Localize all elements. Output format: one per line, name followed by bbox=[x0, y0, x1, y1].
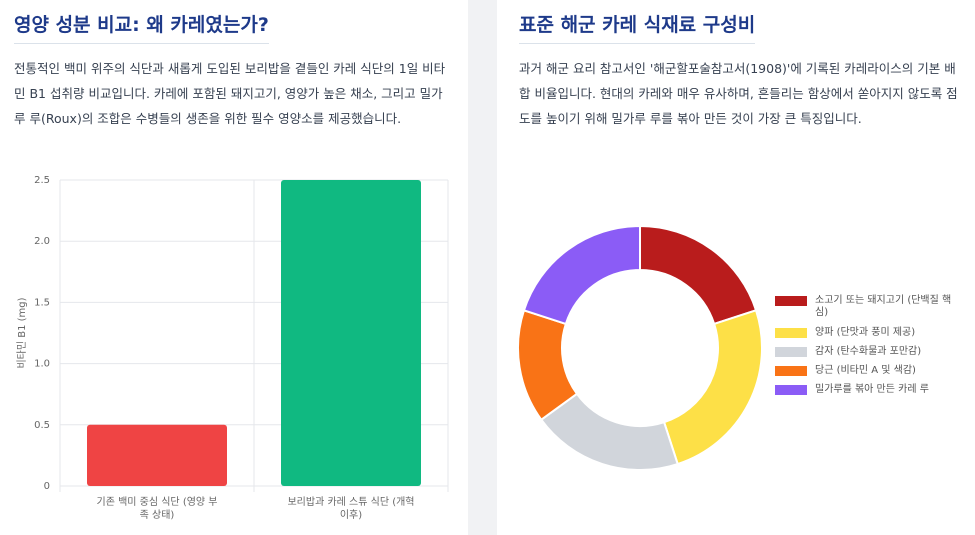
legend-label: 소고기 또는 돼지고기 (단백질 핵심) bbox=[815, 295, 952, 318]
y-tick-label: 0 bbox=[44, 481, 50, 492]
bar bbox=[87, 424, 227, 486]
panel-title: 영양 성분 비교: 왜 카레였는가? bbox=[14, 10, 269, 44]
y-tick-label: 2.5 bbox=[34, 175, 50, 186]
legend-swatch bbox=[775, 328, 807, 338]
doughnut-slice bbox=[662, 309, 763, 466]
legend-label: 밀가루를 볶아 만든 카레 루 bbox=[815, 384, 929, 395]
y-tick-label: 1.0 bbox=[34, 359, 50, 370]
legend-swatch bbox=[775, 385, 807, 395]
legend-label: 감자 (탄수화물과 포만감) bbox=[815, 346, 922, 357]
panel-title: 표준 해군 카레 식재료 구성비 bbox=[519, 10, 756, 44]
legend-label: 당근 (비타민 A 및 색감) bbox=[815, 365, 916, 376]
panel: 표준 해군 카레 식재료 구성비 과거 해군 요리 참고서인 '해군할포술참고서… bbox=[497, 0, 975, 535]
panel-description: 전통적인 백미 위주의 식단과 새롭게 도입된 보리밥을 곁들인 카레 식단의 … bbox=[14, 61, 446, 126]
y-tick-label: 2.0 bbox=[34, 236, 50, 247]
doughnut-slice bbox=[639, 224, 758, 326]
x-tick-label: 보리밥과 카레 스튜 식단 (개혁 이후) bbox=[287, 497, 415, 521]
y-tick-label: 1.5 bbox=[34, 297, 50, 308]
x-tick-label: 기존 백미 중심 식단 (영양 부족 상태) bbox=[96, 497, 218, 521]
panel-description: 과거 해군 요리 참고서인 '해군할포술참고서(1908)'에 기록된 카레라이… bbox=[519, 61, 958, 126]
legend-swatch bbox=[775, 296, 807, 306]
legend-swatch bbox=[775, 366, 807, 376]
chart bbox=[517, 224, 763, 471]
legend-label: 양파 (단맛과 풍미 제공) bbox=[815, 327, 916, 338]
panel: 영양 성분 비교: 왜 카레였는가? 전통적인 백미 위주의 식단과 새롭게 도… bbox=[0, 0, 468, 535]
chart: 0 0.5 1.0 1.5 2.0 2.5 비타민 B1 (mg) bbox=[16, 175, 449, 492]
y-axis-label: 비타민 B1 (mg) bbox=[16, 297, 28, 368]
doughnut-slice bbox=[522, 224, 641, 326]
legend-swatch bbox=[775, 347, 807, 357]
y-tick-label: 0.5 bbox=[34, 420, 50, 431]
bar bbox=[281, 180, 421, 486]
